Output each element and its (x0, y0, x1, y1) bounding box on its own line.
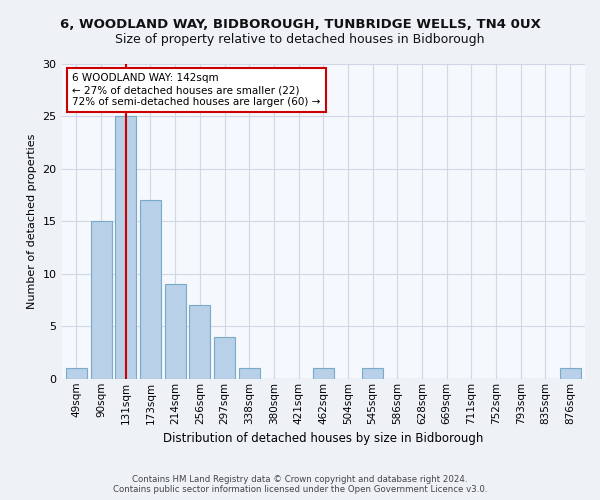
Bar (362, 368, 383, 379)
Bar (140, 200, 161, 379)
Text: Contains HM Land Registry data © Crown copyright and database right 2024.
Contai: Contains HM Land Registry data © Crown c… (113, 474, 487, 494)
X-axis label: Distribution of detached houses by size in Bidborough: Distribution of detached houses by size … (163, 432, 484, 445)
Bar (164, 284, 185, 379)
Y-axis label: Number of detached properties: Number of detached properties (27, 134, 37, 309)
Text: 6 WOODLAND WAY: 142sqm
← 27% of detached houses are smaller (22)
72% of semi-det: 6 WOODLAND WAY: 142sqm ← 27% of detached… (72, 74, 320, 106)
Bar (239, 368, 260, 379)
Bar (560, 368, 581, 379)
Bar (91, 222, 112, 379)
Text: 6, WOODLAND WAY, BIDBOROUGH, TUNBRIDGE WELLS, TN4 0UX: 6, WOODLAND WAY, BIDBOROUGH, TUNBRIDGE W… (59, 18, 541, 30)
Bar (190, 306, 211, 379)
Bar (66, 368, 87, 379)
Bar (214, 337, 235, 379)
Text: Size of property relative to detached houses in Bidborough: Size of property relative to detached ho… (115, 32, 485, 46)
Bar (313, 368, 334, 379)
Bar (115, 116, 136, 379)
